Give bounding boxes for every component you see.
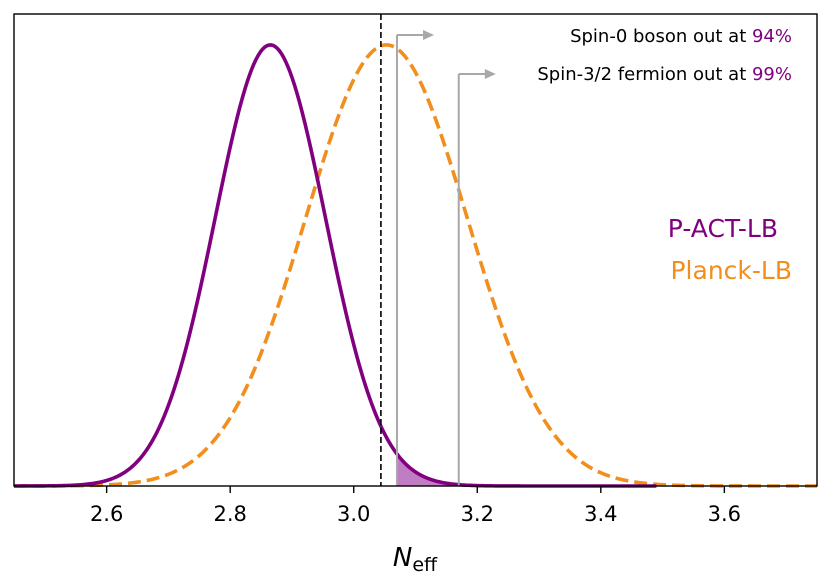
threshold-markers xyxy=(395,30,496,486)
x-tick-label: 3.0 xyxy=(337,502,370,526)
legend-entry-plancklb: Planck-LB xyxy=(670,256,792,285)
x-axis-label-sub: eff xyxy=(412,554,438,576)
x-axis-ticks: 2.6 2.8 3.0 3.2 3.4 3.6 xyxy=(90,486,741,526)
x-tick-label: 3.4 xyxy=(584,502,617,526)
shaded-region-0 xyxy=(396,453,459,486)
x-tick-label: 2.6 xyxy=(90,502,123,526)
x-tick-label: 2.8 xyxy=(213,502,246,526)
x-axis-label-main: N xyxy=(393,543,412,573)
threshold-annotation-spin32-text: Spin-3/2 fermion out at xyxy=(537,64,752,85)
x-tick-label: 3.2 xyxy=(461,502,494,526)
threshold-annotation-spin0: Spin-0 boson out at 94% xyxy=(570,26,792,47)
threshold-annotation-spin32-value: 99% xyxy=(752,64,792,85)
threshold-annotation-spin0-value: 94% xyxy=(752,26,792,47)
x-axis-label: Neff xyxy=(393,543,438,576)
legend-entry-pactlb: P-ACT-LB xyxy=(668,214,778,243)
threshold-arrow-head-1 xyxy=(484,69,496,79)
threshold-annotation-spin32: Spin-3/2 fermion out at 99% xyxy=(537,64,792,85)
plot-frame xyxy=(13,13,818,487)
threshold-annotation-spin0-text: Spin-0 boson out at xyxy=(570,26,752,47)
x-tick-label: 3.6 xyxy=(708,502,741,526)
threshold-arrow-head-0 xyxy=(423,30,435,40)
